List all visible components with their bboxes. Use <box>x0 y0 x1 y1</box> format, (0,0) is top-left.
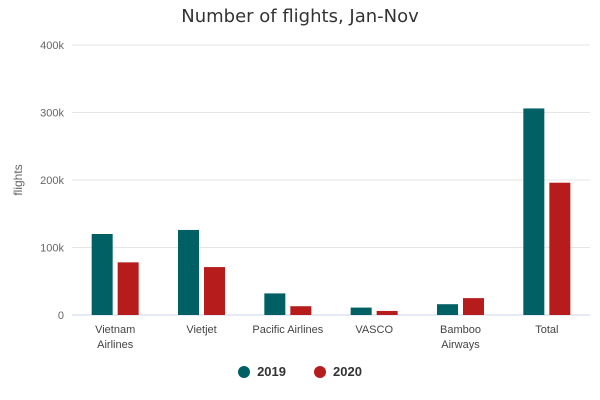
y-tick-label: 400k <box>40 40 64 52</box>
bar-2020 <box>290 306 312 315</box>
legend-swatch <box>314 365 326 378</box>
y-tick-label: 0 <box>58 310 64 322</box>
bar-2019 <box>264 293 286 315</box>
chart-legend: 2019 2020 <box>0 364 600 379</box>
y-tick-label: 300k <box>40 108 64 120</box>
legend-item-2019[interactable]: 2019 <box>238 364 286 379</box>
bar-2020 <box>549 182 571 315</box>
y-tick-label: 200k <box>40 175 64 187</box>
x-tick-label: Bamboo <box>440 324 481 336</box>
chart-title: Number of flights, Jan-Nov <box>181 6 419 27</box>
bar-2020 <box>117 262 139 315</box>
legend-swatch <box>238 365 251 378</box>
x-tick-label: VASCO <box>355 324 393 336</box>
x-tick-label: Total <box>535 324 558 336</box>
bar-2019 <box>437 304 458 315</box>
bar-2019 <box>350 307 372 315</box>
x-tick-label: Airways <box>441 339 480 351</box>
bar-2020 <box>204 267 225 315</box>
x-tick-label: Vietjet <box>186 324 216 336</box>
legend-label: 2019 <box>257 364 286 379</box>
x-tick-label: Pacific Airlines <box>252 324 323 336</box>
y-tick-label: 100k <box>40 243 64 255</box>
x-tick-label: Vietnam <box>95 324 135 336</box>
legend-label: 2020 <box>333 364 362 379</box>
bar-2019 <box>523 108 545 315</box>
y-axis-label: flights <box>11 164 25 195</box>
x-tick-label: Airlines <box>97 339 134 351</box>
bar-2019 <box>178 229 199 315</box>
bar-2020 <box>463 298 484 315</box>
bar-2020 <box>376 310 398 315</box>
bar-2019 <box>91 234 113 315</box>
legend-item-2020[interactable]: 2020 <box>314 364 362 379</box>
